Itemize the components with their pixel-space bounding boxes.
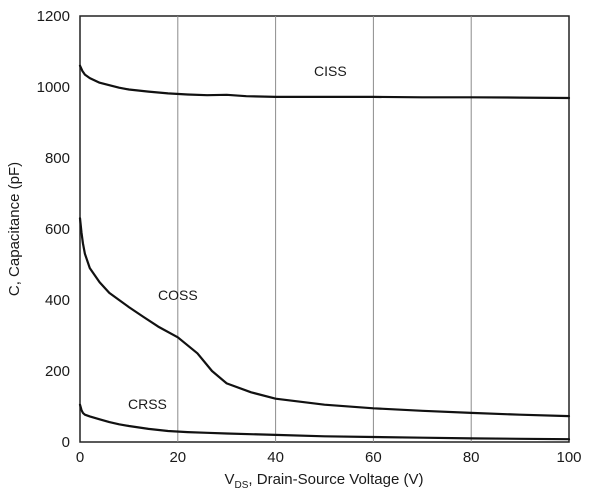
y-tick-label: 800 (45, 150, 70, 167)
series-label-crss: CRSS (128, 396, 167, 412)
series-label-ciss: CISS (314, 63, 347, 79)
x-tick-label: 40 (267, 449, 284, 466)
series-lines (78, 64, 571, 441)
x-tick-label: 100 (556, 449, 581, 466)
y-tick-label: 0 (62, 434, 70, 451)
x-axis-title: VDS, Drain-Source Voltage (V) (225, 471, 424, 491)
x-axis-title-subscript: DS (235, 480, 249, 491)
y-tick-label: 600 (45, 221, 70, 238)
series-line-crss (78, 403, 571, 441)
grid-lines (177, 16, 472, 442)
y-axis-title: C, Capacitance (pF) (6, 162, 23, 296)
x-axis-title-main: V (225, 471, 235, 488)
x-tick-label: 0 (76, 449, 84, 466)
series-line-ciss (78, 64, 571, 100)
y-tick-label: 1200 (37, 8, 70, 25)
y-tick-label: 1000 (37, 79, 70, 96)
series-label-coss: COSS (158, 287, 198, 303)
plot-area (79, 15, 570, 443)
x-tick-label: 20 (169, 449, 186, 466)
series-line-coss (78, 217, 571, 418)
y-tick-label: 200 (45, 363, 70, 380)
x-tick-label: 80 (463, 449, 480, 466)
x-tick-label: 60 (365, 449, 382, 466)
x-axis-title-rest: , Drain-Source Voltage (V) (248, 471, 423, 488)
y-tick-label: 400 (45, 292, 70, 309)
